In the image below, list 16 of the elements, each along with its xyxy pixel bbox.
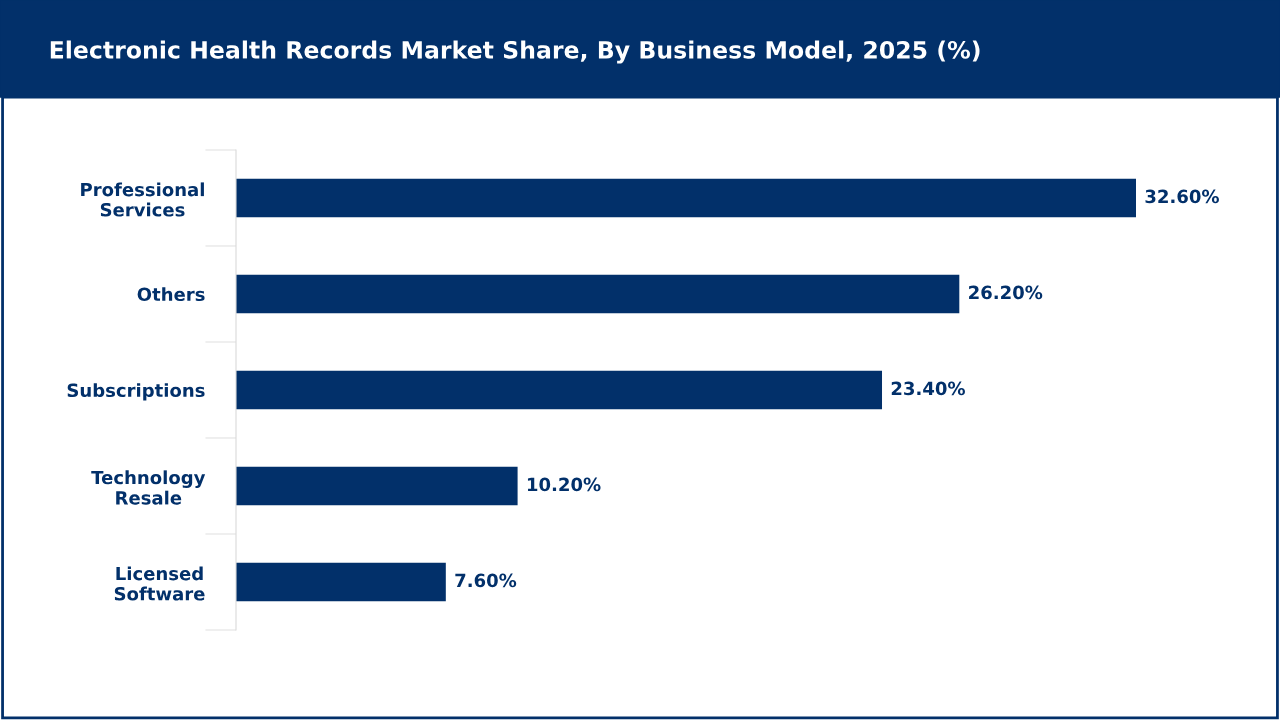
bar [236, 370, 883, 410]
bar [236, 178, 1136, 218]
bar [236, 274, 960, 314]
y-tick-label: Professional Services [81, 182, 204, 217]
data-label: 7.60% [455, 573, 517, 588]
y-tick-label: Technology Resale [91, 470, 206, 505]
y-tick-label: Licensed Software [114, 566, 205, 601]
chart-title: Electronic Health Records Market Share, By Business Model, 2025 (%) [50, 40, 980, 64]
data-label: 23.40% [891, 381, 965, 396]
data-label: 10.20% [527, 477, 601, 492]
data-label: 32.60% [1145, 189, 1219, 204]
y-tick-label: Subscriptions [67, 383, 205, 401]
bar [236, 466, 518, 506]
bar [236, 562, 446, 602]
data-label: 26.20% [969, 285, 1043, 300]
y-tick-label: Others [137, 287, 205, 302]
